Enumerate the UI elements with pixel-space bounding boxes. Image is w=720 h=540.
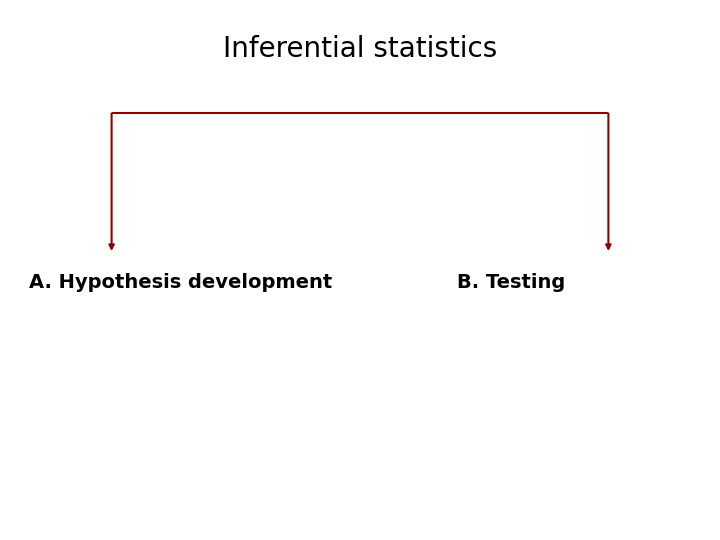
Text: A. Hypothesis development: A. Hypothesis development bbox=[29, 273, 332, 292]
Text: Inferential statistics: Inferential statistics bbox=[223, 35, 497, 63]
Text: B. Testing: B. Testing bbox=[457, 273, 565, 292]
